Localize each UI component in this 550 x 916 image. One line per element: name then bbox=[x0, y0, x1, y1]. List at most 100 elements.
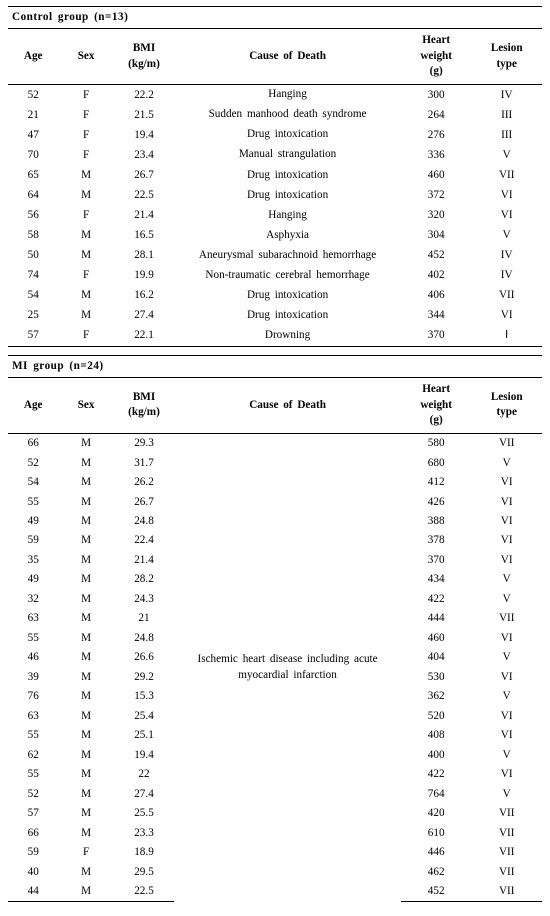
cell-sex: M bbox=[58, 863, 113, 882]
cell-hw: 422 bbox=[401, 590, 472, 609]
col-header-age: Age bbox=[8, 29, 58, 85]
cell-cause: Drug intoxication bbox=[174, 165, 401, 185]
cell-sex: F bbox=[58, 85, 113, 106]
cell-lt: VI bbox=[471, 707, 542, 726]
cell-cause: Hanging bbox=[174, 205, 401, 225]
cell-lt: V bbox=[471, 570, 542, 589]
cell-sex: M bbox=[58, 629, 113, 648]
cell-lt: VI bbox=[471, 185, 542, 205]
cell-age: 21 bbox=[8, 105, 58, 125]
cell-hw: 426 bbox=[401, 492, 472, 511]
cell-sex: F bbox=[58, 105, 113, 125]
cell-bmi: 22.2 bbox=[114, 85, 174, 106]
cell-lt: VII bbox=[471, 804, 542, 823]
col-header-hw: Heartweight(g) bbox=[401, 29, 472, 85]
cell-hw: 460 bbox=[401, 165, 472, 185]
table-row: 52F22.2Hanging300IV bbox=[8, 85, 542, 106]
cell-hw: 610 bbox=[401, 824, 472, 843]
cell-cause: Aneurysmal subarachnoid hemorrhage bbox=[174, 246, 401, 266]
cell-sex: M bbox=[58, 765, 113, 784]
cell-age: 57 bbox=[8, 804, 58, 823]
cell-sex: M bbox=[58, 246, 113, 266]
cell-hw: 764 bbox=[401, 785, 472, 804]
cell-age: 62 bbox=[8, 746, 58, 765]
cell-hw: 520 bbox=[401, 707, 472, 726]
cell-cause-merged: Ischemic heart disease including acutemy… bbox=[174, 433, 401, 902]
cell-hw: 378 bbox=[401, 531, 472, 550]
cell-lt: VII bbox=[471, 824, 542, 843]
cell-age: 57 bbox=[8, 326, 58, 347]
table-row: 57F22.1Drowning370Ⅰ bbox=[8, 326, 542, 347]
cell-lt: IV bbox=[471, 266, 542, 286]
cell-bmi: 29.3 bbox=[114, 433, 174, 453]
cell-age: 55 bbox=[8, 726, 58, 745]
cell-sex: F bbox=[58, 145, 113, 165]
section-title: MI group (n=24) bbox=[8, 355, 542, 377]
cell-bmi: 26.2 bbox=[114, 473, 174, 492]
cell-hw: 362 bbox=[401, 687, 472, 706]
cell-bmi: 27.4 bbox=[114, 306, 174, 326]
cell-hw: 434 bbox=[401, 570, 472, 589]
cell-bmi: 15.3 bbox=[114, 687, 174, 706]
cell-bmi: 22.5 bbox=[114, 185, 174, 205]
cell-age: 56 bbox=[8, 205, 58, 225]
cell-age: 55 bbox=[8, 765, 58, 784]
cell-bmi: 24.8 bbox=[114, 512, 174, 531]
col-header-cause: Cause of Death bbox=[174, 377, 401, 433]
cell-bmi: 26.6 bbox=[114, 648, 174, 667]
cell-age: 55 bbox=[8, 629, 58, 648]
col-header-age: Age bbox=[8, 377, 58, 433]
cell-hw: 422 bbox=[401, 765, 472, 784]
cell-hw: 452 bbox=[401, 882, 472, 902]
cell-bmi: 21 bbox=[114, 609, 174, 628]
table-row: 58M16.5Asphyxia304V bbox=[8, 225, 542, 245]
cell-sex: M bbox=[58, 882, 113, 902]
cell-hw: 404 bbox=[401, 648, 472, 667]
cell-bmi: 24.8 bbox=[114, 629, 174, 648]
mi-group-section: MI group (n=24)AgeSexBMI(kg/m)Cause of D… bbox=[8, 355, 542, 903]
col-header-lt: Lesiontype bbox=[471, 29, 542, 85]
table-row: 74F19.9Non-traumatic cerebral hemorrhage… bbox=[8, 266, 542, 286]
cell-bmi: 29.5 bbox=[114, 863, 174, 882]
data-table: AgeSexBMI(kg/m)Cause of DeathHeartweight… bbox=[8, 28, 542, 347]
cell-lt: V bbox=[471, 145, 542, 165]
cell-age: 66 bbox=[8, 433, 58, 453]
cell-cause: Drug intoxication bbox=[174, 125, 401, 145]
table-row: 65M26.7Drug intoxication460VII bbox=[8, 165, 542, 185]
cell-sex: F bbox=[58, 326, 113, 347]
cell-bmi: 22.1 bbox=[114, 326, 174, 347]
cell-hw: 276 bbox=[401, 125, 472, 145]
cell-hw: 402 bbox=[401, 266, 472, 286]
cell-bmi: 22 bbox=[114, 765, 174, 784]
table-row: 47F19.4Drug intoxication276III bbox=[8, 125, 542, 145]
cell-age: 76 bbox=[8, 687, 58, 706]
cell-sex: M bbox=[58, 804, 113, 823]
cell-sex: F bbox=[58, 205, 113, 225]
cell-hw: 420 bbox=[401, 804, 472, 823]
cell-bmi: 26.7 bbox=[114, 165, 174, 185]
cell-lt: VII bbox=[471, 165, 542, 185]
cell-age: 49 bbox=[8, 570, 58, 589]
cell-hw: 400 bbox=[401, 746, 472, 765]
cell-sex: M bbox=[58, 433, 113, 453]
cell-lt: VI bbox=[471, 531, 542, 550]
cell-bmi: 24.3 bbox=[114, 590, 174, 609]
cell-lt: V bbox=[471, 648, 542, 667]
cell-hw: 370 bbox=[401, 326, 472, 347]
cell-age: 39 bbox=[8, 668, 58, 687]
cell-hw: 372 bbox=[401, 185, 472, 205]
cell-lt: III bbox=[471, 105, 542, 125]
cell-sex: F bbox=[58, 266, 113, 286]
cell-bmi: 22.4 bbox=[114, 531, 174, 550]
cell-sex: M bbox=[58, 590, 113, 609]
cell-age: 70 bbox=[8, 145, 58, 165]
table-row: 50M28.1Aneurysmal subarachnoid hemorrhag… bbox=[8, 246, 542, 266]
cell-lt: IV bbox=[471, 85, 542, 106]
cell-bmi: 25.4 bbox=[114, 707, 174, 726]
cell-age: 47 bbox=[8, 125, 58, 145]
cell-lt: IV bbox=[471, 246, 542, 266]
cell-hw: 412 bbox=[401, 473, 472, 492]
table-row: 25M27.4Drug intoxication344VI bbox=[8, 306, 542, 326]
cell-sex: M bbox=[58, 453, 113, 472]
col-header-sex: Sex bbox=[58, 29, 113, 85]
